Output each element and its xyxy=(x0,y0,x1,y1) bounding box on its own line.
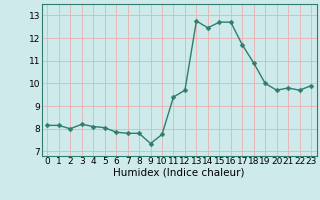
X-axis label: Humidex (Indice chaleur): Humidex (Indice chaleur) xyxy=(114,168,245,178)
